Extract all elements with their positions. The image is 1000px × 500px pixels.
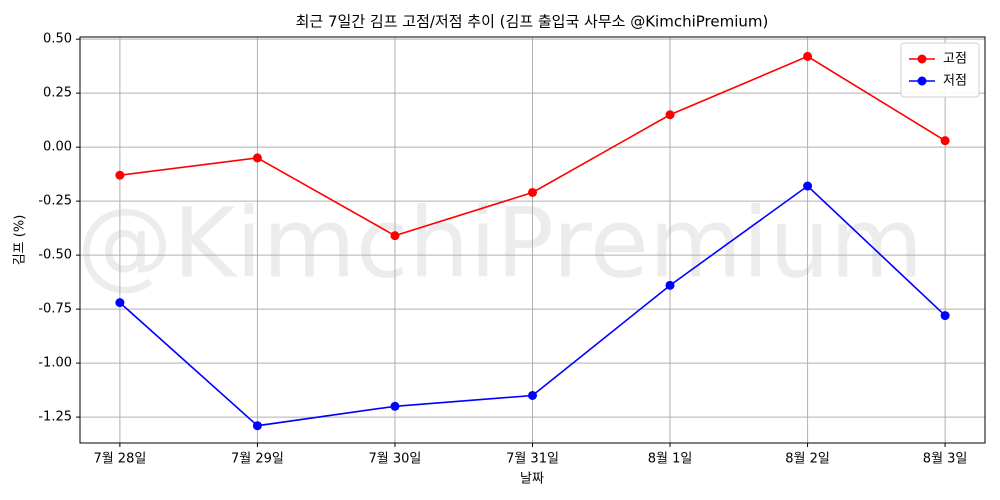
y-tick-label: -1.25 [38, 410, 72, 425]
series-marker [115, 298, 125, 308]
series-marker [252, 153, 262, 163]
chart-title: 최근 7일간 김프 고점/저점 추이 (김프 출입국 사무소 @KimchiPr… [296, 13, 769, 31]
series-marker [528, 187, 537, 197]
y-tick-label: -1.00 [38, 356, 72, 371]
watermark: @KimchiPremium [77, 187, 924, 299]
series-marker [390, 231, 400, 241]
series-marker [115, 170, 125, 180]
legend-marker [917, 76, 927, 86]
legend-label: 저점 [943, 74, 967, 89]
x-tick-label: 7월 28일 [93, 452, 146, 467]
y-tick-label: -0.25 [38, 194, 72, 209]
series-marker [528, 390, 537, 400]
y-tick-label: 0.00 [43, 140, 72, 155]
legend-marker [917, 54, 927, 64]
x-tick-label: 8월 2일 [785, 452, 830, 467]
x-tick-label: 8월 3일 [923, 452, 968, 467]
series-marker [665, 110, 675, 120]
y-tick-label: -0.50 [38, 248, 72, 263]
x-tick-label: 7월 31일 [506, 452, 559, 467]
y-tick-label: 0.50 [43, 32, 72, 47]
series-marker [390, 401, 400, 411]
y-tick-label: -0.75 [38, 302, 72, 317]
plot-frame [79, 36, 986, 444]
legend-box [900, 42, 980, 98]
x-axis-label: 날짜 [520, 472, 544, 487]
series-marker [940, 311, 950, 321]
series-marker [665, 280, 675, 290]
series-marker [252, 421, 262, 431]
y-tick-label: 0.25 [43, 86, 72, 101]
y-axis-label: 김프 (%) [13, 215, 28, 266]
x-tick-label: 8월 1일 [648, 452, 693, 467]
x-tick-label: 7월 29일 [231, 452, 284, 467]
series-marker [940, 136, 950, 146]
legend-label: 고점 [943, 52, 967, 67]
series-marker [803, 181, 813, 191]
x-tick-label: 7월 30일 [369, 452, 422, 467]
series-marker [803, 51, 813, 61]
